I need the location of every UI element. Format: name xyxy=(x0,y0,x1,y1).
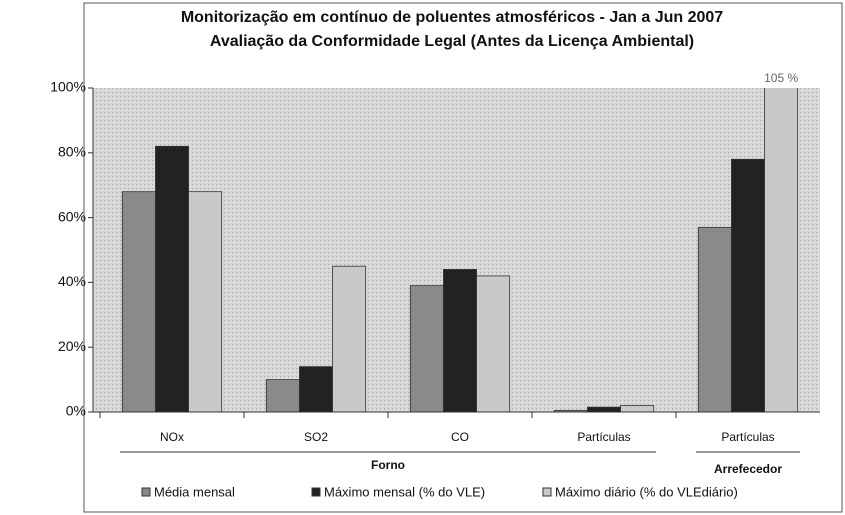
bar xyxy=(476,275,511,412)
y-tick-label: 100% xyxy=(50,79,86,95)
bar xyxy=(121,191,156,412)
group-label: Forno xyxy=(371,458,405,472)
chart-subtitle: Avaliação da Conformidade Legal (Antes d… xyxy=(210,33,694,50)
bar xyxy=(587,406,621,412)
bar xyxy=(443,269,477,412)
legend-label: Máximo diário (% do VLEdiário) xyxy=(555,484,738,499)
y-tick-label: 0% xyxy=(66,403,86,419)
y-tick-label: 40% xyxy=(58,273,86,289)
x-tick-label: CO xyxy=(451,430,469,444)
bar xyxy=(764,88,799,412)
bar xyxy=(299,366,333,412)
bar xyxy=(697,226,732,412)
x-tick-label: Partículas xyxy=(721,430,774,444)
bar xyxy=(731,158,765,412)
y-tick-label: 60% xyxy=(58,208,86,224)
bar xyxy=(620,405,655,412)
bars xyxy=(121,88,799,412)
legend-label: Máximo mensal (% do VLE) xyxy=(324,484,485,499)
bar xyxy=(155,145,189,412)
x-tick-label: Partículas xyxy=(577,430,630,444)
bar xyxy=(188,191,223,412)
legend-swatch xyxy=(311,487,321,497)
x-tick-label: NOx xyxy=(160,430,184,444)
chart-title: Monitorização em contínuo de poluentes a… xyxy=(181,9,723,26)
bar xyxy=(332,265,367,412)
chart-frame xyxy=(83,2,843,513)
x-tick-label: SO2 xyxy=(304,430,328,444)
group-label: Arrefecedor xyxy=(714,462,782,476)
legend-swatch xyxy=(542,487,552,497)
y-tick-label: 80% xyxy=(58,144,86,160)
legend-label: Média mensal xyxy=(154,484,235,499)
bar xyxy=(409,285,444,412)
bar xyxy=(265,379,300,412)
value-label: 105 % xyxy=(764,71,798,85)
y-tick-label: 20% xyxy=(58,338,86,354)
legend-swatch xyxy=(141,487,151,497)
